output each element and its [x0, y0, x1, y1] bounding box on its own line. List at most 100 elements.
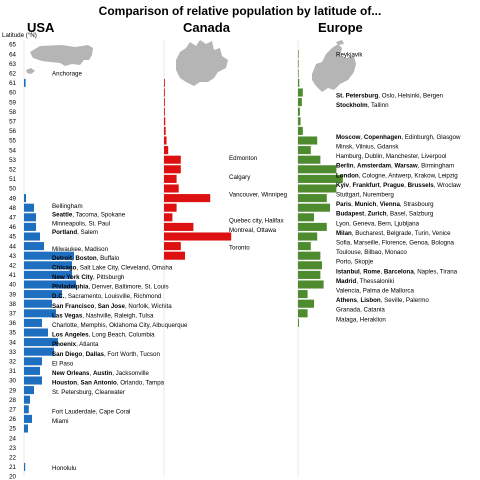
city-name: , Fort Worth, Tucson: [104, 351, 160, 358]
usa-map-icon: [26, 45, 93, 74]
y-axis-label: Latitude (°N): [2, 32, 37, 39]
y-axis-ticks: 20 21 22 23 24 25 26 27 28 29 30 31 32 33 34 35 36 37 38 39…: [9, 42, 16, 480]
y-tick-label: 54: [9, 147, 16, 154]
city-name: , Thessaloniki: [356, 278, 394, 285]
city-name: Stuttgart, Nuremberg: [336, 191, 394, 198]
city-name: ,: [380, 182, 383, 189]
y-tick-label: 22: [9, 455, 16, 462]
europe-bar: [298, 318, 299, 327]
city-name: Las Vegas: [52, 312, 83, 319]
city-name: Austin: [93, 370, 112, 377]
europe-bar: [298, 280, 324, 289]
usa-header: USA: [27, 20, 55, 35]
usa-bar: [24, 347, 54, 356]
europe-city-label: Sofia, Marseille, Florence, Genoa, Bolog…: [336, 239, 455, 246]
city-name: , Oslo, Helsinki, Bergen: [378, 93, 443, 100]
europe-header: Europe: [318, 20, 363, 35]
y-tick-label: 42: [9, 263, 16, 270]
city-name: Athens: [336, 297, 358, 304]
europe-bar: [298, 155, 321, 164]
city-name: ,: [380, 268, 383, 275]
city-name: Valencia, Palma de Mallorca: [336, 287, 415, 294]
y-tick-label: 20: [9, 474, 16, 480]
usa-city-label: Bellingham: [52, 203, 83, 210]
city-name: , Basel, Salzburg: [387, 211, 434, 218]
chart-title: Comparison of relative population by lat…: [99, 4, 382, 18]
city-name: Budapest: [336, 211, 364, 218]
city-name: Madrid: [336, 278, 357, 285]
city-name: Vienna: [380, 201, 401, 208]
city-name: Istanbul: [336, 268, 360, 275]
usa-city-label: Milwaukee, Madison: [52, 246, 109, 253]
city-name: Paris: [336, 201, 352, 208]
y-tick-label: 59: [9, 99, 16, 106]
canada-bar: [164, 251, 185, 260]
usa-bar: [24, 194, 26, 203]
usa-bar: [24, 462, 26, 471]
canada-bar: [164, 194, 211, 203]
europe-bar: [298, 165, 337, 174]
city-name: Warsaw: [395, 163, 418, 170]
city-name: Calgary: [229, 174, 251, 181]
city-name: , Seville, Palermo: [381, 297, 430, 304]
y-tick-label: 44: [9, 243, 16, 250]
y-tick-label: 33: [9, 349, 16, 356]
city-name: , Bucharest, Belgrade, Turin, Venice: [352, 230, 451, 237]
europe-city-label: Minsk, Vilnius, Gdansk: [336, 143, 399, 150]
canada-header: Canada: [183, 20, 231, 35]
y-tick-label: 23: [9, 445, 16, 452]
canada-bar: [164, 184, 179, 193]
city-name: ,: [364, 211, 367, 218]
usa-city-label: Philadelphia, Denver, Baltimore, St. Lou…: [52, 284, 169, 291]
city-name: New York City: [52, 274, 94, 281]
city-name: ,: [90, 370, 93, 377]
y-tick-label: 29: [9, 387, 16, 394]
usa-city-label: El Paso: [52, 360, 74, 367]
usa-bar: [24, 338, 58, 347]
usa-city-label: Chicago, Salt Lake City, Cleveland, Omah…: [52, 264, 173, 271]
city-name: , Cologne, Antwerp, Krakow, Leipzig: [359, 172, 459, 179]
y-tick-label: 21: [9, 464, 16, 471]
canada-panel: Canada Edmonton Calgary Vancouver, Winnipe…: [163, 20, 288, 477]
y-tick-label: 56: [9, 128, 16, 135]
europe-bar: [298, 232, 318, 241]
city-name: Frankfurt: [353, 182, 380, 189]
europe-bar: [298, 107, 300, 116]
city-name: Milan: [336, 230, 352, 237]
europe-bar: [298, 222, 327, 231]
city-name: Los Angeles: [52, 332, 89, 339]
europe-city-label: London, Cologne, Antwerp, Krakow, Leipzi…: [336, 172, 458, 179]
city-name: Amsterdam: [357, 163, 392, 170]
usa-bar: [24, 280, 76, 289]
city-name: Brussels: [408, 182, 435, 189]
y-tick-label: 55: [9, 138, 16, 145]
canada-bar: [164, 203, 177, 212]
city-name: , Buffalo: [97, 255, 120, 262]
usa-bar: [24, 424, 28, 433]
city-name: Portland: [52, 229, 77, 236]
city-name: , Tallinn: [368, 102, 389, 109]
y-tick-label: 63: [9, 61, 16, 68]
y-tick-label: 34: [9, 339, 16, 346]
usa-city-label: New York City, Pittsburgh: [52, 274, 125, 281]
usa-bar: [24, 328, 48, 337]
y-tick-label: 65: [9, 42, 16, 49]
y-tick-label: 50: [9, 186, 16, 193]
y-tick-label: 43: [9, 253, 16, 260]
city-name: ,: [391, 163, 394, 170]
city-name: Philadelphia: [52, 284, 89, 291]
canada-city-label: Quebec city, Halifax: [229, 217, 284, 224]
canada-city-label: Vancouver, Winnipeg: [229, 191, 288, 198]
y-tick-label: 45: [9, 234, 16, 241]
y-tick-label: 60: [9, 90, 16, 97]
city-name: Barcelona: [384, 268, 414, 275]
canada-bar: [164, 146, 169, 155]
y-tick-label: 40: [9, 282, 16, 289]
city-name: , Sacramento, Louisville, Richmond: [64, 293, 162, 300]
europe-city-label: Athens, Lisbon, Seville, Palermo: [336, 297, 429, 304]
europe-bar: [298, 88, 303, 97]
city-name: Zurich: [368, 211, 387, 218]
usa-city-label: Seattle, Tacoma, Spokane: [52, 212, 126, 219]
usa-bar: [24, 78, 26, 87]
